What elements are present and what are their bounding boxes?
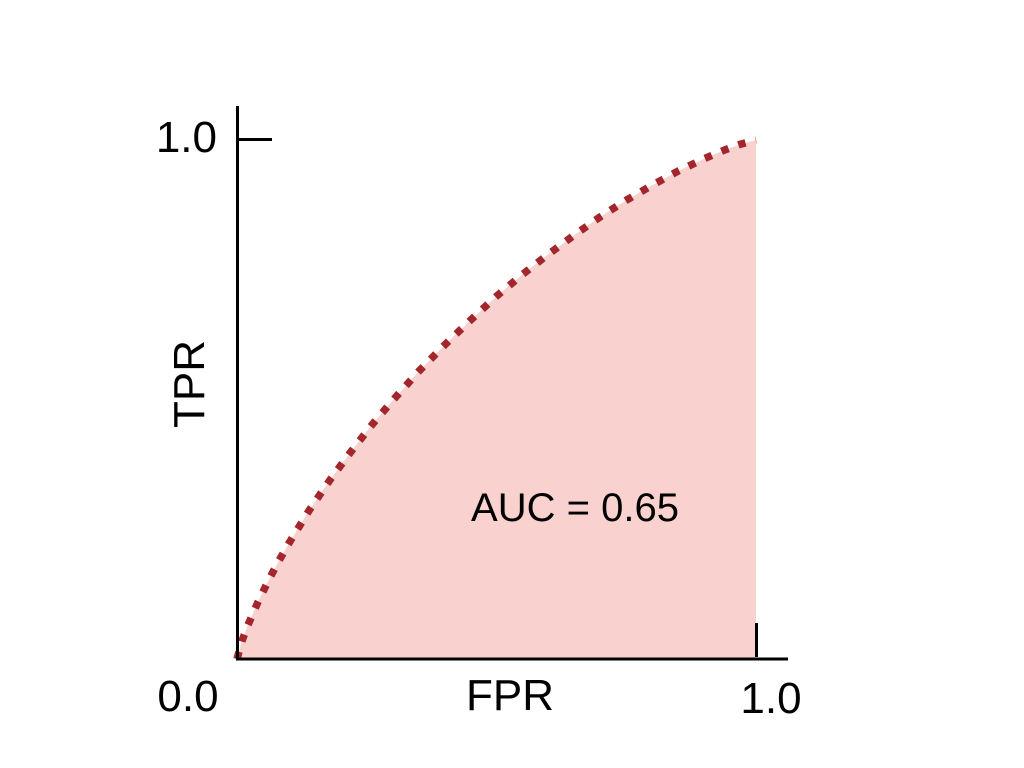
axes	[236, 106, 788, 661]
x-axis-label: FPR	[466, 671, 554, 720]
y-axis-label: TPR	[165, 340, 214, 428]
auc-fill-area	[237, 140, 756, 659]
auc-annotation: AUC = 0.65	[471, 486, 679, 530]
y-tick-label-1.0: 1.0	[156, 113, 217, 162]
roc-curve	[233, 136, 757, 661]
x-tick-label-1.0: 1.0	[740, 674, 801, 723]
x-tick-label-0.0: 0.0	[157, 672, 218, 721]
